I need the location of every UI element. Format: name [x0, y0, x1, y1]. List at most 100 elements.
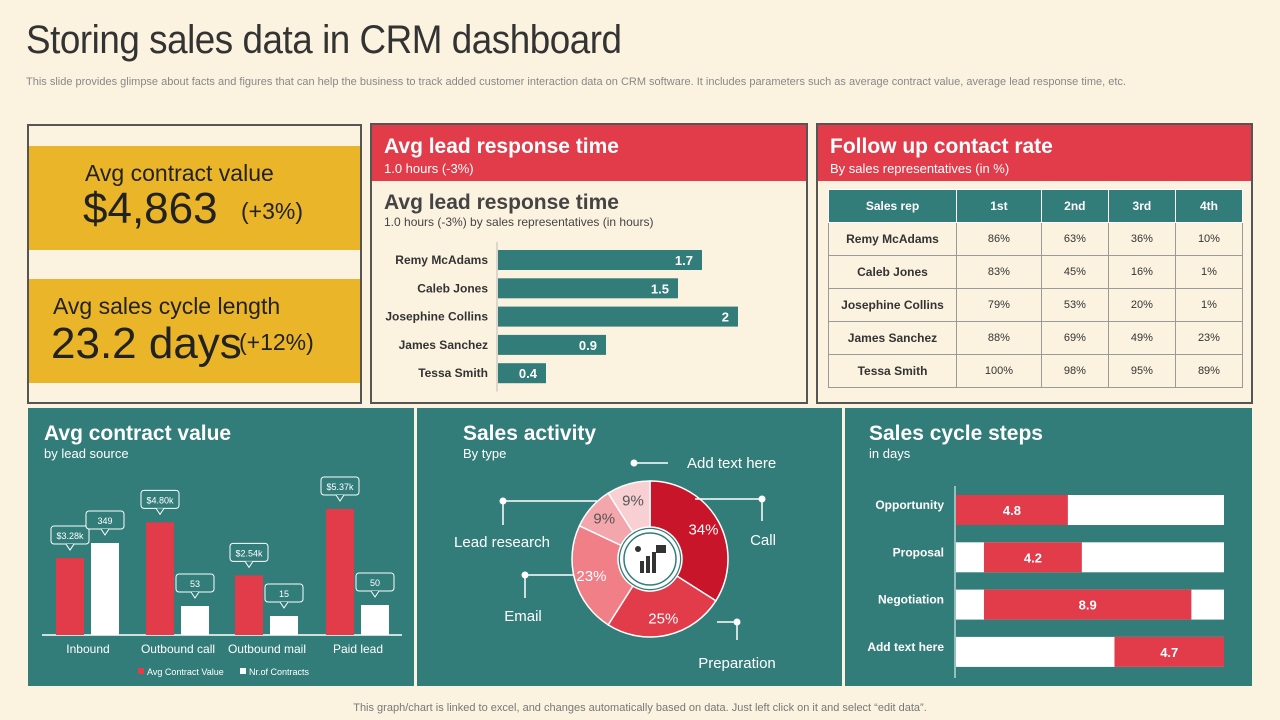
category-label: Add text here	[867, 640, 944, 654]
slice-category-label: Add text here	[687, 455, 776, 472]
table-cell: 10%	[1174, 222, 1244, 256]
icon-bar	[646, 556, 650, 573]
cycle-kpi-label: Avg sales cycle length	[53, 293, 281, 319]
category-label: Negotiation	[878, 593, 944, 607]
icon-head	[635, 546, 641, 552]
lead-response-chart: Remy McAdams 1.7 Caleb Jones 1.5 Josephine C…	[385, 242, 738, 392]
table-cell: Josephine Collins	[828, 288, 957, 322]
follow-up-title: Follow up contact rate	[830, 135, 1053, 158]
callout-line	[524, 574, 574, 598]
data-label: 1.7	[675, 253, 693, 268]
callout-dot	[630, 459, 638, 467]
column-header: 2nd	[1040, 189, 1109, 223]
callout-pointer	[155, 508, 165, 516]
cycle-kpi-value: 23.2 days	[51, 319, 242, 368]
contract-value-bar	[146, 522, 174, 635]
table-cell: 53%	[1040, 288, 1109, 322]
category-label: James Sanchez	[399, 338, 488, 352]
slice-label: 9%	[622, 492, 644, 509]
bar	[983, 542, 1082, 573]
legend-label: Avg Contract Value	[147, 667, 224, 677]
data-label: $4.80k	[146, 495, 174, 505]
bar	[983, 589, 1192, 620]
table-cell: 45%	[1040, 255, 1109, 289]
follow-up-subtitle: By sales representatives (in %)	[830, 161, 1010, 176]
bar	[1114, 636, 1224, 667]
data-label: 4.2	[1024, 550, 1042, 565]
callout-pointer	[370, 590, 380, 598]
contract-kpi-label: Avg contract value	[85, 160, 274, 186]
category-label: Caleb Jones	[417, 281, 488, 295]
contract-value-panel: Avg contract value by lead source $3.28k…	[28, 408, 414, 686]
column-header: 1st	[956, 189, 1042, 223]
sales-cycle-panel: Sales cycle steps in days 4.8 Opportunity…	[845, 408, 1252, 686]
column-header: 3rd	[1107, 189, 1176, 223]
legend-label: Nr.of Contracts	[249, 667, 310, 677]
table-row: Remy McAdams 86% 63% 36% 10%	[828, 222, 1244, 256]
category-label: Tessa Smith	[418, 366, 488, 380]
follow-up-panel: Follow up contact rate By sales represen…	[816, 123, 1253, 404]
sales-activity-subtitle: By type	[463, 446, 507, 461]
cycle-kpi-card: Avg sales cycle length 23.2 days (+12%)	[29, 279, 360, 383]
callout-pointer	[65, 543, 75, 551]
lead-chart-title: Avg lead response time	[384, 191, 619, 214]
table-cell: 16%	[1107, 255, 1176, 289]
table-cell: Caleb Jones	[828, 255, 957, 289]
callout-dot	[499, 497, 507, 505]
lead-response-subtitle: 1.0 hours (-3%)	[384, 161, 474, 176]
data-label: $5.37k	[326, 482, 354, 492]
donut-slice	[607, 575, 717, 638]
page-subtitle: This slide provides glimpse about facts …	[26, 76, 1126, 88]
page-title: Storing sales data in CRM dashboard	[26, 18, 622, 62]
category-label: Proposal	[893, 545, 944, 559]
data-label: 2	[722, 310, 729, 325]
contract-count-bar	[181, 606, 209, 635]
table-cell: 89%	[1174, 354, 1244, 388]
slice-category-label: Lead research	[454, 534, 550, 551]
data-label: 8.9	[1079, 598, 1097, 613]
legend-swatch	[138, 668, 144, 674]
legend-swatch	[240, 668, 246, 674]
data-label: 50	[370, 578, 380, 588]
contract-count-bar	[91, 543, 119, 635]
callout-dot	[733, 618, 741, 626]
callout-line	[717, 621, 738, 640]
footer-note: This graph/chart is linked to excel, and…	[353, 702, 927, 714]
icon-ring	[623, 532, 677, 586]
contract-kpi-card: Avg contract value $4,863 (+3%)	[29, 146, 360, 250]
contract-count-bar	[270, 616, 298, 635]
donut-slice	[649, 480, 729, 602]
data-label: 4.7	[1160, 645, 1178, 660]
lead-chart-subtitle: 1.0 hours (-3%) by sales representatives…	[384, 215, 654, 229]
bar	[498, 306, 738, 327]
table-cell: 20%	[1107, 288, 1176, 322]
bar	[498, 250, 702, 270]
sales-activity-title: Sales activity	[463, 422, 597, 445]
contract-value-chart: $3.28k 349 Inbound $4.80k 53 Outbound call $2.…	[42, 476, 402, 677]
sales-activity-panel: Sales activity By type 34% 25% 23% 9% 9% Add …	[417, 408, 842, 686]
cycle-kpi-change: (+12%)	[239, 329, 314, 355]
slice-category-label: Call	[750, 532, 776, 549]
callout-pointer	[335, 494, 345, 502]
data-label: 1.5	[651, 281, 669, 296]
table-row: Tessa Smith 100% 98% 95% 89%	[828, 354, 1244, 388]
table-cell: 86%	[956, 222, 1042, 256]
table-cell: James Sanchez	[828, 321, 957, 355]
callout-box	[229, 542, 269, 562]
callout-pointer	[100, 528, 110, 536]
data-label: 15	[279, 589, 289, 599]
category-label: Remy McAdams	[395, 253, 488, 267]
callout-dot	[758, 495, 766, 503]
contract-value-bar	[235, 575, 263, 635]
icon-bar	[640, 561, 644, 573]
slice-label: 25%	[648, 611, 678, 628]
category-label: Paid lead	[333, 642, 383, 656]
category-label: Josephine Collins	[385, 310, 488, 324]
slice-category-label: Preparation	[698, 655, 776, 672]
table-cell: 36%	[1107, 222, 1176, 256]
follow-up-header: Follow up contact rate By sales represen…	[818, 125, 1251, 181]
data-label: 0.4	[519, 366, 538, 381]
sales-activity-chart: 34% 25% 23% 9% 9% Add text here Call Preparatio…	[454, 455, 776, 672]
bar	[498, 278, 678, 299]
callout-pointer	[279, 601, 289, 609]
